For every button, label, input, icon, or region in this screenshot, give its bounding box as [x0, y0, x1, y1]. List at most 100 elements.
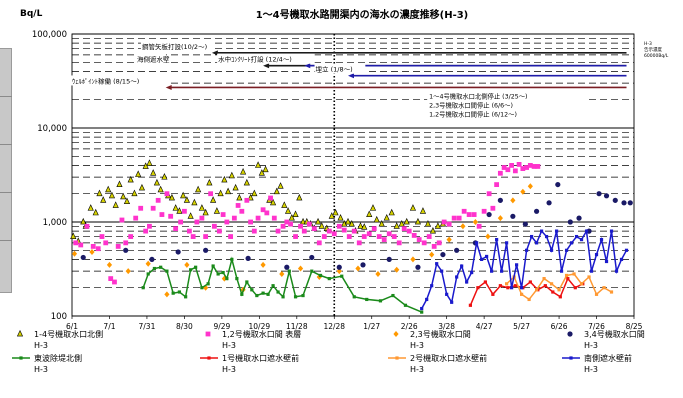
- data-point: [287, 269, 291, 273]
- data-point: [271, 215, 277, 221]
- annotation-label: 水中ｺﾝｸﾘｰﾄ打設 (12/4～): [218, 55, 292, 64]
- x-tick-label: 7/31: [139, 322, 156, 331]
- data-point: [549, 282, 554, 286]
- data-point: [141, 286, 145, 290]
- data-point: [316, 240, 322, 246]
- y-tick-label: 1,000: [43, 218, 67, 228]
- data-point: [194, 265, 198, 269]
- data-point: [549, 248, 554, 252]
- x-tick-label: 4/27: [476, 322, 493, 331]
- data-point: [280, 223, 286, 229]
- data-point: [543, 284, 547, 288]
- legend-label: 2号機取水口遮水壁前: [410, 353, 487, 363]
- left-side-panel: [0, 48, 12, 293]
- data-point: [243, 178, 250, 186]
- data-point: [356, 240, 362, 246]
- data-point: [388, 208, 395, 216]
- data-point: [378, 219, 385, 227]
- data-point: [445, 292, 449, 296]
- legend-swatch-marker: [207, 356, 211, 360]
- data-point: [455, 275, 459, 279]
- data-point: [296, 193, 303, 201]
- x-tick-label: 1/27: [363, 322, 380, 331]
- data-point: [566, 276, 570, 281]
- data-point: [171, 291, 175, 295]
- data-point: [573, 286, 577, 290]
- data-point: [172, 204, 179, 211]
- data-point: [221, 175, 228, 183]
- data-point: [381, 237, 387, 242]
- data-point: [195, 185, 202, 193]
- data-point: [527, 297, 531, 302]
- data-point: [232, 183, 239, 191]
- data-point: [217, 189, 224, 197]
- data-point: [106, 261, 113, 268]
- data-point: [456, 215, 462, 221]
- data-point: [490, 269, 494, 273]
- data-point: [120, 192, 127, 200]
- standard-label: 告示濃度: [644, 46, 662, 53]
- data-point: [299, 217, 307, 225]
- data-point: [336, 268, 342, 275]
- data-point: [251, 189, 258, 197]
- legend-label: H-3: [410, 365, 424, 374]
- data-point: [198, 204, 205, 211]
- data-point: [401, 226, 407, 232]
- data-point: [293, 234, 298, 239]
- data-point: [355, 265, 361, 272]
- data-point: [80, 254, 86, 261]
- data-point: [186, 228, 192, 234]
- data-point: [146, 272, 150, 276]
- arrow-head: [304, 63, 311, 69]
- data-point: [366, 231, 372, 237]
- data-point: [131, 189, 138, 197]
- data-point: [138, 205, 144, 211]
- data-point: [309, 254, 315, 261]
- data-point: [524, 165, 529, 170]
- data-point: [273, 187, 280, 195]
- data-point: [92, 208, 99, 216]
- x-tick-label: 8/25: [626, 322, 643, 331]
- data-point: [255, 161, 262, 168]
- legend-label: H-3: [222, 365, 236, 374]
- data-point: [589, 269, 594, 273]
- data-point: [584, 229, 589, 233]
- data-point: [138, 183, 146, 191]
- data-point: [332, 208, 339, 216]
- data-point: [199, 215, 205, 221]
- data-point: [178, 219, 184, 225]
- data-point: [119, 217, 125, 223]
- data-point: [431, 244, 437, 249]
- data-point: [184, 261, 190, 268]
- data-point: [297, 265, 304, 272]
- data-point: [572, 272, 576, 276]
- data-point: [321, 234, 327, 239]
- legend-label: 2,3号機取水口間: [410, 329, 471, 339]
- data-point: [341, 227, 347, 233]
- data-point: [150, 169, 157, 176]
- data-point: [414, 217, 422, 225]
- data-point: [424, 219, 432, 227]
- data-point: [564, 273, 569, 278]
- data-point: [284, 207, 292, 214]
- legend-label: 1,2号機取水口間 表層: [222, 329, 301, 339]
- data-point: [211, 264, 215, 268]
- data-point: [182, 208, 187, 214]
- data-point: [262, 165, 269, 173]
- data-point: [465, 280, 469, 284]
- legend-swatch: [205, 331, 211, 337]
- data-point: [264, 210, 270, 216]
- data-point: [627, 200, 633, 206]
- data-point: [505, 167, 511, 173]
- data-point: [505, 241, 509, 245]
- y-tick-label: 100,000: [32, 30, 67, 40]
- data-point: [371, 226, 377, 232]
- data-point: [416, 237, 422, 242]
- data-point: [164, 291, 170, 298]
- data-point: [559, 269, 564, 273]
- data-point: [429, 251, 435, 258]
- data-point: [378, 299, 383, 303]
- data-point: [579, 237, 584, 242]
- annotation-label: 海側遮水壁: [137, 55, 170, 64]
